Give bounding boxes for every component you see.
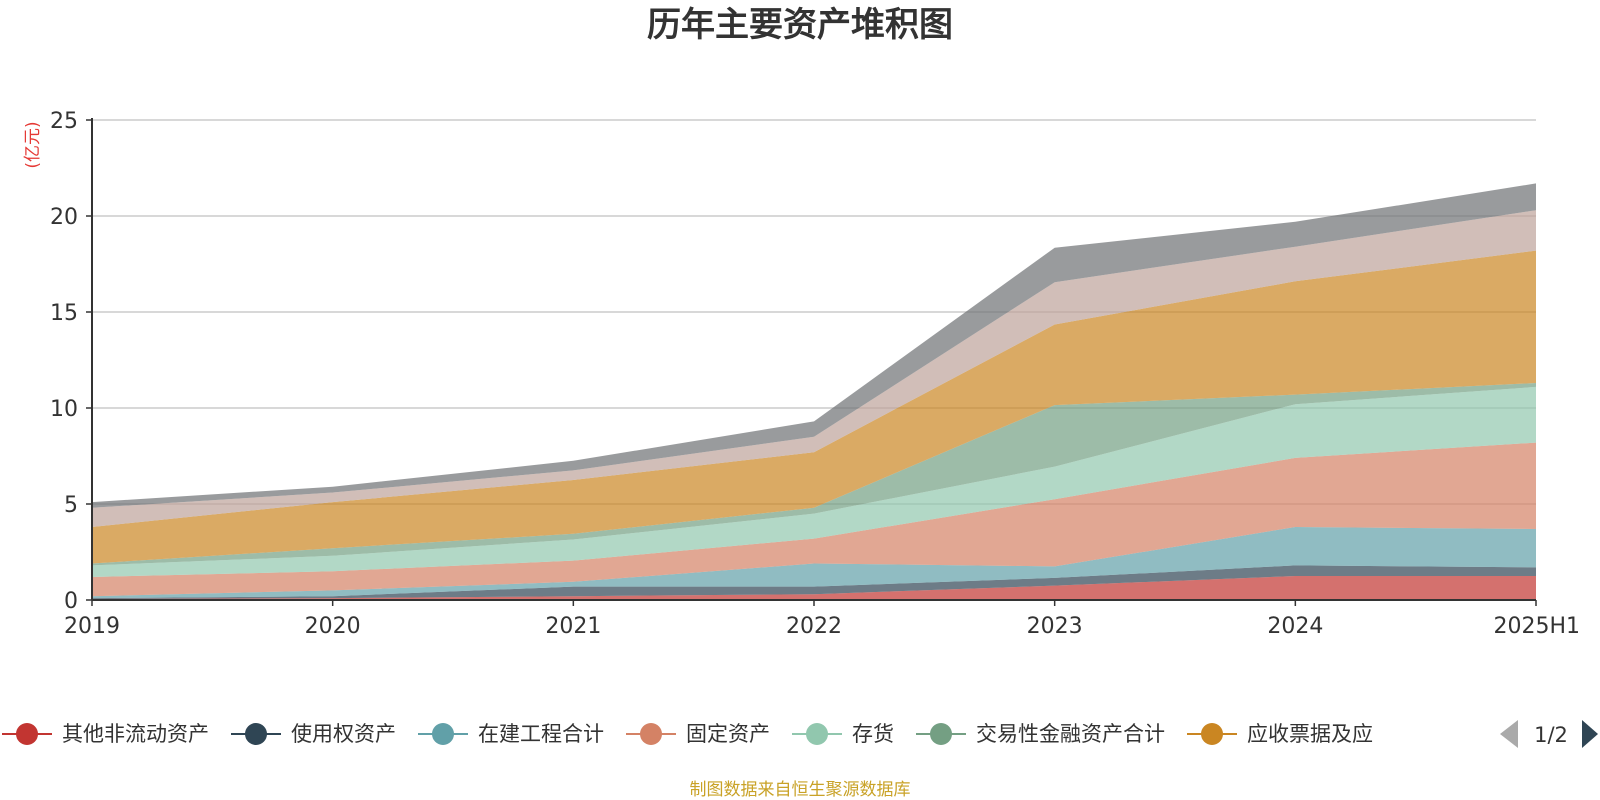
legend-item[interactable]: 固定资产: [626, 722, 770, 746]
chart-title: 历年主要资产堆积图: [647, 5, 953, 45]
area-series-7: [92, 210, 1536, 527]
x-tick-label: 2023: [1027, 614, 1083, 639]
legend-label: 使用权资产: [291, 722, 396, 746]
y-tick-label: 10: [50, 397, 78, 422]
x-tick-label: 2025H1: [1493, 614, 1580, 639]
x-tick-label: 2019: [64, 614, 120, 639]
legend-item[interactable]: 使用权资产: [231, 722, 396, 746]
legend-page-indicator: 1/2: [1534, 723, 1568, 747]
area-series-2: [92, 527, 1536, 599]
area-series: [92, 183, 1536, 600]
legend-label: 固定资产: [686, 722, 770, 746]
legend-next-page-icon[interactable]: [1582, 720, 1598, 748]
legend-item[interactable]: 交易性金融资产合计: [916, 722, 1165, 746]
legend-label: 应收票据及应: [1247, 722, 1373, 746]
legend-prev-page-icon[interactable]: [1500, 720, 1518, 748]
legend-item[interactable]: 存货: [792, 722, 894, 746]
legend: 其他非流动资产 使用权资产 在建工程合计 固定资产 存货 交易性金融资产合计 应收票据及应 1…: [2, 720, 1598, 748]
y-tick-label: 20: [50, 205, 78, 230]
legend-item[interactable]: 在建工程合计: [418, 722, 604, 746]
legend-label: 交易性金融资产合计: [976, 722, 1165, 746]
y-tick-label: 0: [64, 589, 78, 614]
legend-dot-marker: [930, 723, 952, 745]
y-tick-label: 5: [64, 493, 78, 518]
x-tick-label: 2021: [545, 614, 601, 639]
legend-dot-marker: [16, 723, 38, 745]
legend-dot-marker: [432, 723, 454, 745]
area-series-8: [92, 183, 1536, 508]
y-axis-unit: (亿元): [23, 121, 43, 168]
area-series-4: [92, 386, 1536, 577]
legend-dot-marker: [1201, 723, 1223, 745]
area-series-6: [92, 250, 1536, 564]
legend-dot-marker: [806, 723, 828, 745]
x-tick-label: 2020: [305, 614, 361, 639]
legend-label: 存货: [852, 722, 894, 746]
legend-item[interactable]: 应收票据及应: [1187, 722, 1373, 746]
legend-item[interactable]: 其他非流动资产: [2, 722, 209, 746]
legend-label: 在建工程合计: [478, 722, 604, 746]
area-series-5: [92, 383, 1536, 566]
area-series-0: [92, 576, 1536, 600]
y-tick-label: 15: [50, 301, 78, 326]
area-series-3: [92, 442, 1536, 597]
legend-dot-marker: [245, 723, 267, 745]
x-tick-label: 2022: [786, 614, 842, 639]
x-tick-label: 2024: [1267, 614, 1323, 639]
legend-label: 其他非流动资产: [62, 722, 209, 746]
axes: 0 5 10 15 20 25 2019 2020 2021 2022 2023 2024 2025H1: [50, 109, 1580, 639]
legend-dot-marker: [640, 723, 662, 745]
area-series-1: [92, 565, 1536, 599]
y-tick-label: 25: [50, 109, 78, 134]
data-source-note: 制图数据来自恒生聚源数据库: [690, 780, 911, 800]
